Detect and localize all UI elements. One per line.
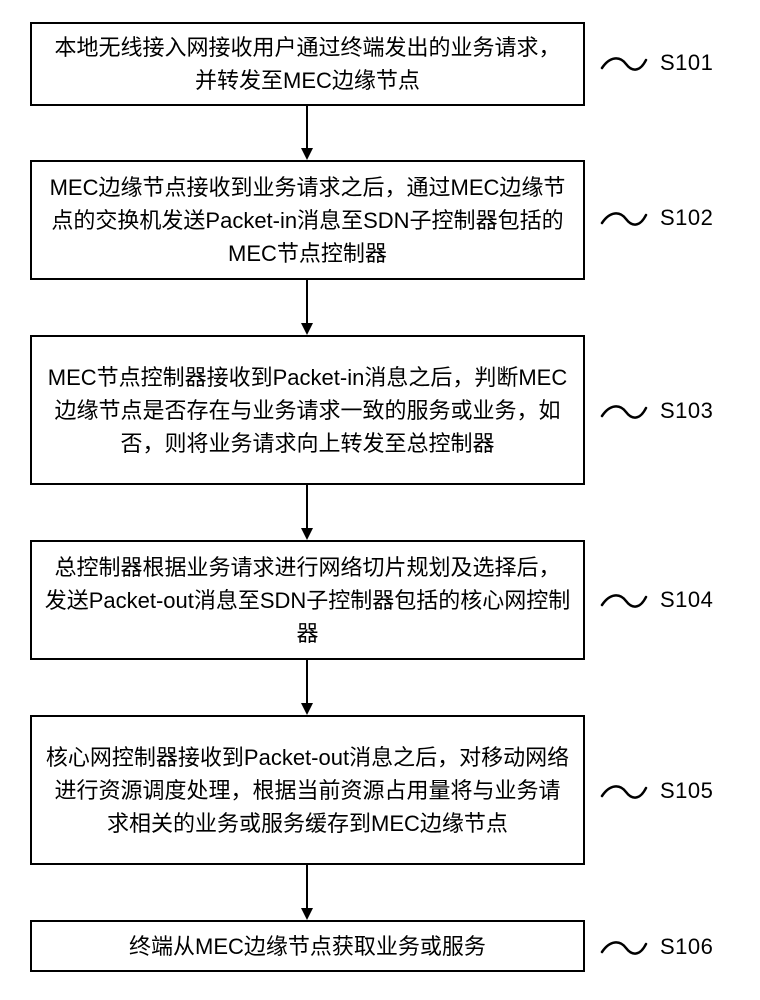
- flow-arrow: [297, 106, 317, 160]
- flow-arrow: [297, 660, 317, 715]
- flow-arrow: [297, 485, 317, 540]
- step-text: 总控制器根据业务请求进行网络切片规划及选择后，发送Packet-out消息至SD…: [44, 551, 571, 650]
- tilde-connector: [600, 52, 648, 74]
- step-text: 本地无线接入网接收用户通过终端发出的业务请求，并转发至MEC边缘节点: [44, 31, 571, 97]
- step-box-s102: MEC边缘节点接收到业务请求之后，通过MEC边缘节点的交换机发送Packet-i…: [30, 160, 585, 280]
- step-text: MEC边缘节点接收到业务请求之后，通过MEC边缘节点的交换机发送Packet-i…: [44, 171, 571, 270]
- step-label-s106: S106: [660, 934, 713, 960]
- tilde-connector: [600, 400, 648, 422]
- step-box-s105: 核心网控制器接收到Packet-out消息之后，对移动网络进行资源调度处理，根据…: [30, 715, 585, 865]
- step-label-s102: S102: [660, 205, 713, 231]
- step-text: 终端从MEC边缘节点获取业务或服务: [129, 930, 486, 963]
- step-text: 核心网控制器接收到Packet-out消息之后，对移动网络进行资源调度处理，根据…: [44, 741, 571, 840]
- step-box-s104: 总控制器根据业务请求进行网络切片规划及选择后，发送Packet-out消息至SD…: [30, 540, 585, 660]
- flowchart-canvas: 本地无线接入网接收用户通过终端发出的业务请求，并转发至MEC边缘节点 S101 …: [0, 0, 760, 1000]
- step-box-s101: 本地无线接入网接收用户通过终端发出的业务请求，并转发至MEC边缘节点: [30, 22, 585, 106]
- step-label-s103: S103: [660, 398, 713, 424]
- tilde-connector: [600, 936, 648, 958]
- flow-arrow: [297, 280, 317, 335]
- step-box-s103: MEC节点控制器接收到Packet-in消息之后，判断MEC边缘节点是否存在与业…: [30, 335, 585, 485]
- step-label-s101: S101: [660, 50, 713, 76]
- step-label-s104: S104: [660, 587, 713, 613]
- tilde-connector: [600, 207, 648, 229]
- step-text: MEC节点控制器接收到Packet-in消息之后，判断MEC边缘节点是否存在与业…: [44, 361, 571, 460]
- tilde-connector: [600, 780, 648, 802]
- step-box-s106: 终端从MEC边缘节点获取业务或服务: [30, 920, 585, 972]
- flow-arrow: [297, 865, 317, 920]
- tilde-connector: [600, 589, 648, 611]
- step-label-s105: S105: [660, 778, 713, 804]
